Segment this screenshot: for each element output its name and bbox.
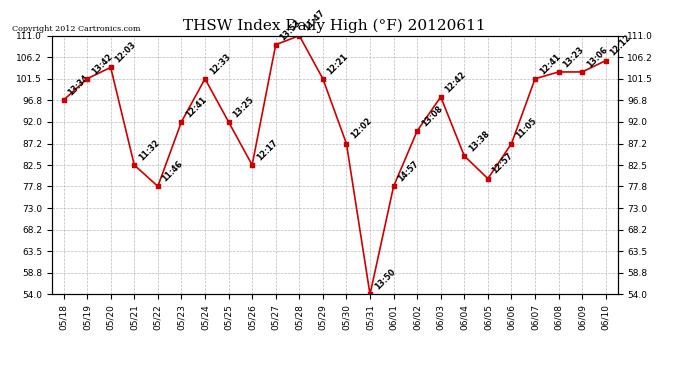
Text: 12:57: 12:57 <box>491 152 515 176</box>
Text: 12:33: 12:33 <box>208 52 232 76</box>
Point <box>482 176 493 181</box>
Text: 12:42: 12:42 <box>444 70 468 94</box>
Point <box>129 162 140 168</box>
Point <box>600 58 611 64</box>
Point <box>246 162 257 168</box>
Point <box>105 64 116 70</box>
Point <box>412 128 423 134</box>
Point <box>341 141 352 147</box>
Point <box>152 183 164 189</box>
Text: 12:41: 12:41 <box>538 52 562 76</box>
Point <box>199 76 210 82</box>
Point <box>364 291 375 297</box>
Text: 12:12: 12:12 <box>609 33 633 58</box>
Text: 11:32: 11:32 <box>137 138 161 162</box>
Text: 13:53: 13:53 <box>279 18 303 42</box>
Point <box>459 153 470 159</box>
Text: 13:34: 13:34 <box>66 73 90 97</box>
Text: Copyright 2012 Cartronics.com: Copyright 2012 Cartronics.com <box>12 25 141 33</box>
Text: 12:21: 12:21 <box>326 52 350 76</box>
Point <box>317 76 328 82</box>
Point <box>223 119 234 125</box>
Point <box>577 69 588 75</box>
Text: 13:25: 13:25 <box>231 95 256 119</box>
Point <box>58 97 69 103</box>
Point <box>81 76 92 82</box>
Point <box>176 119 187 125</box>
Text: 13:08: 13:08 <box>420 104 444 128</box>
Point <box>529 76 540 82</box>
Text: 11:46: 11:46 <box>161 159 185 183</box>
Text: 12:41: 12:41 <box>184 95 208 119</box>
Point <box>294 33 305 39</box>
Text: 13:38: 13:38 <box>467 129 491 153</box>
Point <box>388 183 399 189</box>
Point <box>506 141 517 147</box>
Text: 14:57: 14:57 <box>396 159 421 183</box>
Text: 13:50: 13:50 <box>373 267 397 292</box>
Text: 12:02: 12:02 <box>349 117 373 141</box>
Text: 11:47: 11:47 <box>302 9 326 33</box>
Text: 13:06: 13:06 <box>585 45 609 69</box>
Text: 13:42: 13:42 <box>90 52 115 76</box>
Text: 12:03: 12:03 <box>113 40 138 64</box>
Text: 12:17: 12:17 <box>255 138 279 162</box>
Title: THSW Index Daily High (°F) 20120611: THSW Index Daily High (°F) 20120611 <box>184 19 486 33</box>
Text: 11:05: 11:05 <box>514 117 538 141</box>
Point <box>270 42 282 48</box>
Point <box>435 94 446 100</box>
Text: 13:23: 13:23 <box>562 45 586 69</box>
Point <box>553 69 564 75</box>
